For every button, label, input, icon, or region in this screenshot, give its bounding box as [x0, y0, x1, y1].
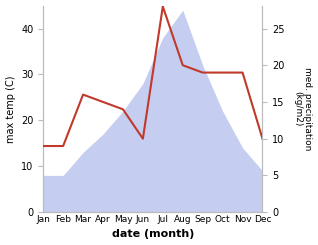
Y-axis label: med. precipitation
(kg/m2): med. precipitation (kg/m2) — [293, 67, 313, 150]
Y-axis label: max temp (C): max temp (C) — [5, 75, 16, 143]
X-axis label: date (month): date (month) — [112, 230, 194, 239]
